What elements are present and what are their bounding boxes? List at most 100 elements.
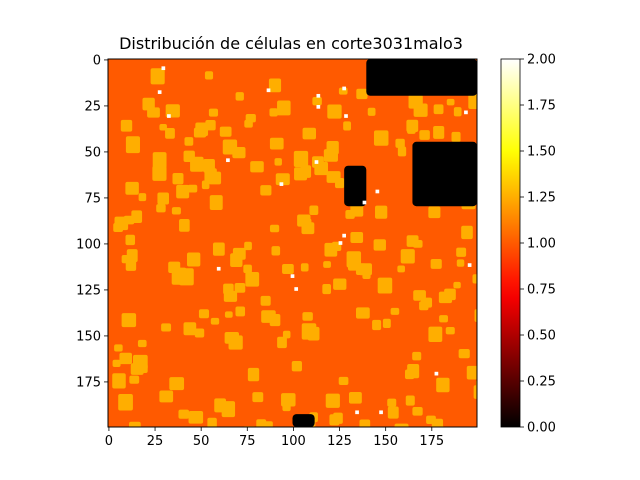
cell-blob <box>456 259 465 267</box>
cell-blob <box>413 240 423 248</box>
cell-blob <box>433 104 444 115</box>
cell-blob <box>150 68 165 85</box>
cell-blob <box>198 309 210 319</box>
cell-blob <box>407 363 420 379</box>
cell-blob <box>291 361 302 372</box>
cell-blob <box>446 98 455 106</box>
x-tick-label: 50 <box>193 434 210 449</box>
cell-blob <box>184 137 194 146</box>
cell-blob <box>333 278 347 290</box>
cell-blob <box>387 406 399 419</box>
cell-blob <box>277 336 287 349</box>
cell-blob <box>172 173 184 185</box>
cell-blob <box>325 393 340 408</box>
cell-blob <box>129 421 141 427</box>
colorbar-tick-label: 1.25 <box>527 191 556 206</box>
cell-blob <box>178 409 190 419</box>
colorbar: 0.00 0.25 0.50 0.75 1.00 1.25 1.50 1.75 2.00 <box>500 53 556 436</box>
cell-blob <box>235 306 246 317</box>
cell-blob <box>275 173 290 186</box>
plot-frame <box>107 58 478 428</box>
cell-blob <box>194 328 205 338</box>
cell-blob <box>445 326 455 335</box>
cell-blob <box>453 281 461 289</box>
cell-blob <box>356 88 368 100</box>
cell-blob <box>327 104 342 119</box>
cell-blob <box>302 312 313 321</box>
cell-blob <box>466 365 477 380</box>
highlight-cell <box>294 287 299 291</box>
highlight-cell <box>161 66 166 71</box>
cell-blob <box>419 301 429 311</box>
heatmap-plot-area <box>107 58 478 428</box>
cell-blob <box>156 204 166 213</box>
cell-blob <box>212 242 225 256</box>
cell-blob <box>250 161 264 173</box>
cell-blob <box>293 150 309 167</box>
cell-blob <box>159 390 174 403</box>
highlight-cell <box>314 160 319 164</box>
highlight-cell <box>167 114 171 118</box>
cell-blob <box>413 290 426 301</box>
cell-blob <box>243 264 252 274</box>
cell-blob <box>322 284 331 295</box>
cell-blob <box>439 315 448 323</box>
cell-blob <box>125 181 139 195</box>
cell-blob <box>179 218 190 232</box>
cell-blob <box>412 407 423 416</box>
cell-blob <box>312 97 322 106</box>
cell-blob <box>193 127 207 138</box>
highlight-cell <box>279 182 284 186</box>
cell-blob <box>224 311 233 318</box>
highlight-cell <box>316 105 321 109</box>
y-tick-label: 125 <box>76 283 101 298</box>
cell-blob <box>282 403 291 412</box>
x-tick-label: 25 <box>147 434 164 449</box>
colorbar-tick-label: 0.00 <box>527 421 556 436</box>
cell-blob <box>387 398 397 407</box>
highlight-cell <box>342 86 347 91</box>
cell-blob <box>382 318 391 329</box>
x-tick-label: 150 <box>373 434 398 449</box>
cell-blob <box>362 270 371 279</box>
cell-blob <box>235 92 244 101</box>
highlight-cell <box>434 371 439 376</box>
colorbar-tick-label: 2.00 <box>527 53 556 68</box>
highlight-cell <box>338 241 343 245</box>
cell-blob <box>209 195 223 211</box>
cell-blob <box>204 71 214 80</box>
cell-blob <box>412 351 422 361</box>
cell-blob <box>458 348 470 359</box>
cell-blob <box>474 309 477 322</box>
cell-blob <box>395 138 405 148</box>
cell-blob <box>188 411 204 424</box>
cell-blob <box>338 376 349 385</box>
cell-blob <box>125 234 136 246</box>
empty-region <box>292 414 315 427</box>
cell-blob <box>232 247 246 260</box>
chart-title: Distribución de células en corte3031malo… <box>119 34 463 53</box>
colorbar-tick-label: 0.25 <box>527 375 556 390</box>
cell-blob <box>309 205 319 216</box>
cell-blob <box>430 258 442 269</box>
highlight-cell <box>157 90 162 94</box>
cell-blob <box>245 113 256 123</box>
cell-blob <box>426 415 436 424</box>
cell-blob <box>168 261 181 274</box>
cell-blob <box>131 210 143 223</box>
empty-region <box>412 141 477 207</box>
cell-blob <box>142 97 155 111</box>
y-tick-label: 75 <box>84 191 101 206</box>
cell-blob <box>451 131 461 142</box>
cell-blob <box>468 93 477 109</box>
cell-blob <box>271 246 281 256</box>
cell-blob <box>157 192 170 205</box>
cell-blob <box>260 295 271 306</box>
highlight-cell <box>355 410 359 415</box>
cell-blob <box>224 331 240 344</box>
cell-blob <box>161 323 172 332</box>
cell-blob <box>473 385 477 399</box>
cell-blob <box>428 326 443 342</box>
cell-blob <box>433 126 445 139</box>
